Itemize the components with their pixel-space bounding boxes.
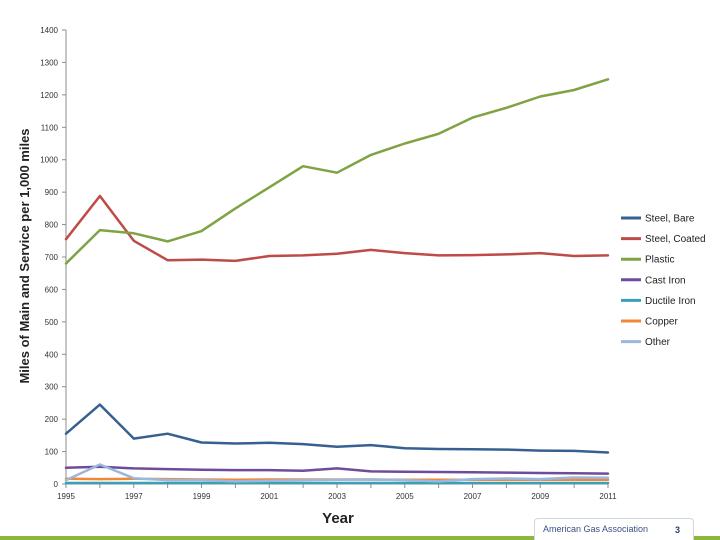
legend-label-steel-coated: Steel, Coated bbox=[645, 234, 706, 245]
series-line-steel-coated bbox=[64, 194, 610, 263]
y-tick-label: 100 bbox=[45, 448, 59, 457]
x-tick-label: 2011 bbox=[599, 492, 617, 501]
y-tick-label: 400 bbox=[45, 350, 59, 359]
series-line-steel-bare bbox=[64, 403, 610, 454]
x-tick-label: 2005 bbox=[396, 492, 414, 501]
y-tick-label: 1200 bbox=[40, 91, 58, 100]
y-tick-label: 500 bbox=[45, 318, 59, 327]
y-tick-label: 200 bbox=[45, 415, 59, 424]
y-axis-ticks: 0 100 200 300 400 500 600 700 800 900 1000 1100 1200… bbox=[40, 26, 66, 489]
y-tick-label: 800 bbox=[45, 221, 59, 230]
x-axis-ticks: 1995 1997 1999 2001 2003 2005 2007 2009 2011 bbox=[57, 484, 617, 501]
legend-label-other: Other bbox=[645, 337, 671, 348]
series-lines bbox=[64, 78, 610, 485]
legend-label-plastic: Plastic bbox=[645, 255, 674, 266]
y-axis-title: Miles of Main and Service per 1,000 mile… bbox=[17, 128, 32, 383]
y-tick-label: 1000 bbox=[40, 156, 58, 165]
series-line-other bbox=[64, 463, 610, 483]
y-tick-label: 900 bbox=[45, 188, 59, 197]
plot-area: 0 100 200 300 400 500 600 700 800 900 1000 1100 1200… bbox=[40, 26, 617, 501]
y-tick-label: 1100 bbox=[41, 123, 59, 132]
legend-label-cast-iron: Cast Iron bbox=[645, 275, 686, 286]
y-tick-label: 0 bbox=[54, 480, 59, 489]
legend-label-ductile-iron: Ductile Iron bbox=[645, 296, 696, 307]
y-tick-label: 1400 bbox=[40, 26, 58, 35]
organization-logo: American Gas Association 3 bbox=[534, 518, 694, 540]
x-tick-label: 2001 bbox=[260, 492, 278, 501]
x-tick-label: 1997 bbox=[125, 492, 143, 501]
y-tick-label: 1300 bbox=[40, 58, 58, 67]
legend-label-steel-bare: Steel, Bare bbox=[645, 214, 695, 225]
footer-accent-bar bbox=[0, 536, 720, 540]
y-tick-label: 600 bbox=[45, 285, 59, 294]
x-tick-label: 1995 bbox=[57, 492, 75, 501]
organization-name: American Gas Association bbox=[543, 524, 649, 534]
x-tick-label: 1999 bbox=[193, 492, 211, 501]
page-number: 3 bbox=[675, 525, 681, 535]
x-tick-label: 2009 bbox=[531, 492, 549, 501]
x-tick-label: 2007 bbox=[464, 492, 482, 501]
series-line-cast-iron bbox=[64, 465, 610, 475]
x-axis-title: Year bbox=[322, 510, 354, 527]
series-line-plastic bbox=[64, 78, 610, 265]
legend: Steel, Bare Steel, Coated Plastic Cast Iron… bbox=[621, 214, 706, 348]
y-tick-label: 700 bbox=[45, 253, 59, 262]
legend-label-copper: Copper bbox=[645, 317, 678, 328]
y-tick-label: 300 bbox=[45, 383, 59, 392]
x-tick-label: 2003 bbox=[328, 492, 346, 501]
